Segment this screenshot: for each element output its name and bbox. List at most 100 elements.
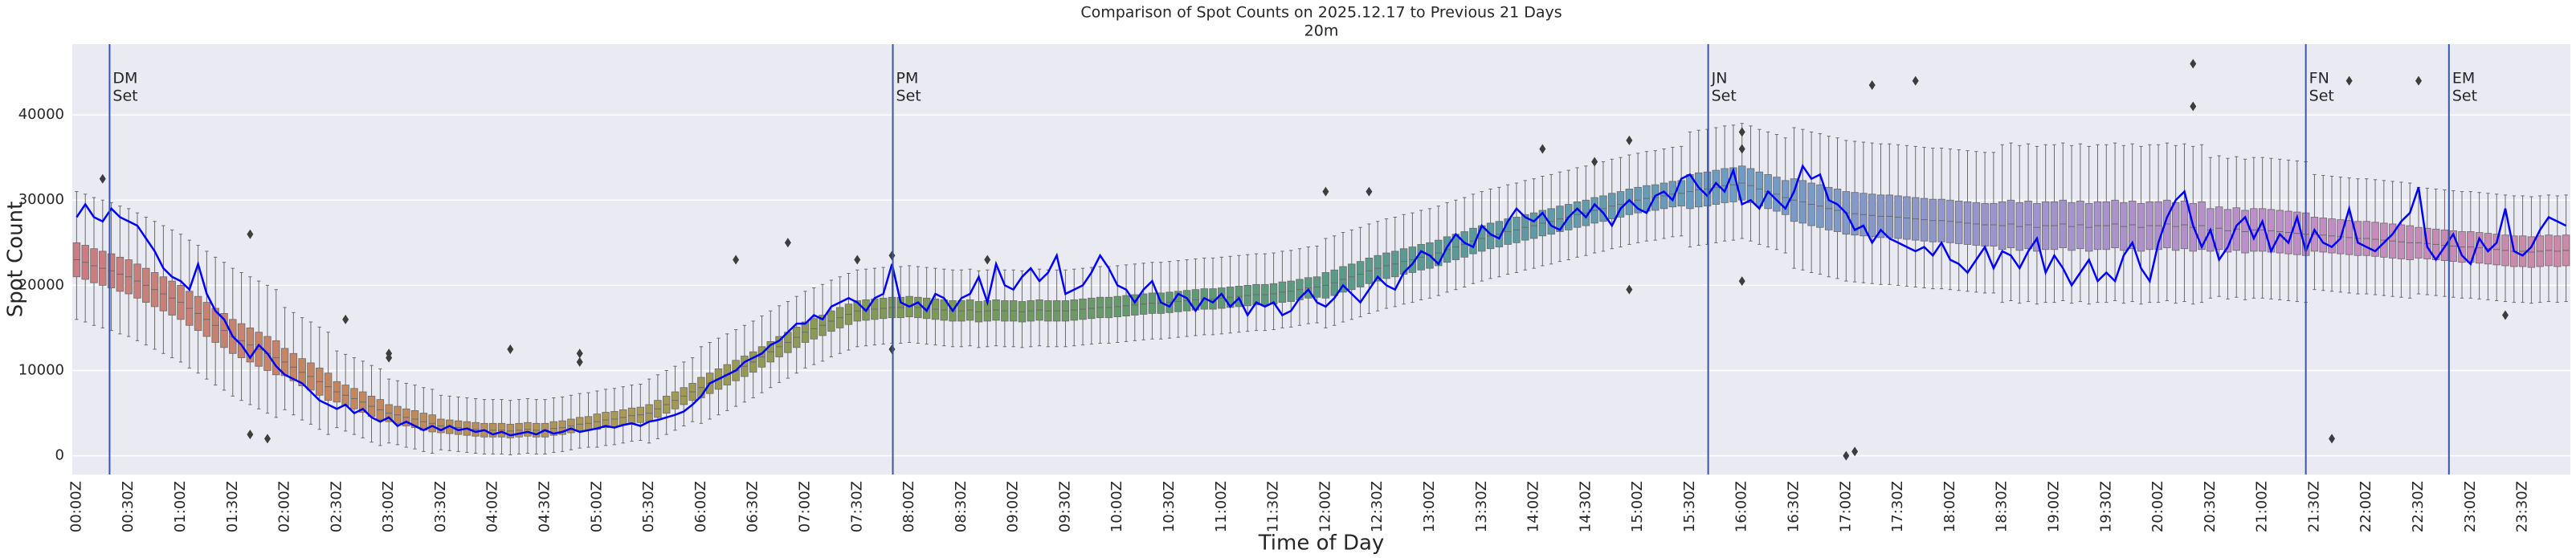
- flier: [984, 255, 991, 265]
- x-tick-label: 16:00Z: [1733, 481, 1750, 532]
- annotation-label: JN: [1711, 70, 1728, 88]
- x-tick-label: 09:00Z: [1005, 481, 1022, 532]
- x-tick-label: 03:00Z: [380, 481, 397, 532]
- flier: [1738, 276, 1745, 287]
- flier: [247, 229, 254, 239]
- flier: [1626, 135, 1633, 145]
- x-tick-label: 11:30Z: [1265, 481, 1282, 532]
- y-tick-label: 40000: [18, 106, 64, 123]
- flier: [576, 356, 583, 367]
- flier: [2502, 310, 2509, 320]
- plot-background: [72, 44, 2570, 475]
- x-tick-label: 08:00Z: [900, 481, 917, 532]
- annotation-label: DM: [112, 70, 137, 88]
- x-tick-label: 12:30Z: [1369, 481, 1386, 532]
- x-axis-title: Time of Day: [1258, 532, 1385, 556]
- x-tick-label: 10:30Z: [1161, 481, 1178, 532]
- flier: [733, 255, 740, 265]
- flier: [1322, 186, 1329, 197]
- x-tick-label: 18:00Z: [1941, 481, 1958, 532]
- flier: [1626, 284, 1633, 295]
- flier: [2190, 101, 2197, 112]
- x-tick-label: 04:30Z: [537, 481, 553, 532]
- flier: [1539, 144, 1546, 154]
- y-tick-label: 20000: [18, 276, 64, 293]
- flier: [1843, 450, 1850, 461]
- x-tick-label: 18:30Z: [1994, 481, 2011, 532]
- x-tick-label: 02:30Z: [328, 481, 345, 532]
- x-tick-label: 22:30Z: [2410, 481, 2427, 532]
- y-tick-label: 10000: [18, 362, 64, 379]
- x-tick-label: 15:30Z: [1681, 481, 1698, 532]
- chart-subtitle: 20m: [1304, 22, 1339, 40]
- x-tick-label: 00:30Z: [120, 481, 137, 532]
- flier: [854, 255, 861, 265]
- x-tick-label: 01:30Z: [224, 481, 241, 532]
- flier: [386, 352, 393, 363]
- x-tick-label: 12:00Z: [1317, 481, 1333, 532]
- x-tick-label: 23:00Z: [2462, 481, 2479, 532]
- annotation-label: Set: [2309, 88, 2334, 105]
- x-tick-label: 01:00Z: [172, 481, 189, 532]
- x-tick-label: 07:30Z: [848, 481, 865, 532]
- annotation-label: Set: [112, 88, 137, 105]
- flier: [1591, 157, 1598, 167]
- x-tick-label: 17:30Z: [1889, 481, 1906, 532]
- x-tick-label: 06:00Z: [692, 481, 709, 532]
- x-tick-label: 20:30Z: [2202, 481, 2219, 532]
- x-tick-label: 13:30Z: [1473, 481, 1490, 532]
- y-tick-label: 30000: [18, 191, 64, 208]
- x-tick-label: 23:30Z: [2514, 481, 2531, 532]
- flier: [1868, 79, 1876, 90]
- annotation-label: PM: [896, 70, 919, 88]
- x-tick-label: 14:00Z: [1525, 481, 1542, 532]
- x-tick-label: 20:00Z: [2149, 481, 2166, 532]
- x-tick-label: 05:30Z: [640, 481, 657, 532]
- x-tick-label: 11:00Z: [1213, 481, 1230, 532]
- flier: [247, 430, 254, 440]
- annotation-label: Set: [2452, 88, 2477, 105]
- x-tick-label: 06:30Z: [745, 481, 761, 532]
- flier: [1738, 144, 1745, 154]
- x-tick-label: 21:30Z: [2305, 481, 2322, 532]
- flier: [342, 314, 349, 324]
- y-tick-label: 0: [55, 447, 64, 464]
- x-tick-label: 00:00Z: [67, 481, 84, 532]
- x-tick-label: 17:00Z: [1837, 481, 1854, 532]
- annotation-label: FN: [2309, 70, 2329, 88]
- annotation-label: Set: [896, 88, 921, 105]
- x-tick-label: 03:30Z: [432, 481, 449, 532]
- flier: [99, 173, 106, 184]
- annotation-label: EM: [2452, 70, 2475, 88]
- x-tick-label: 13:00Z: [1421, 481, 1438, 532]
- flier: [576, 348, 583, 359]
- x-tick-label: 22:00Z: [2358, 481, 2374, 532]
- y-axis-title: Spot Count: [4, 202, 28, 318]
- flier: [1912, 75, 1919, 86]
- x-tick-label: 19:00Z: [2045, 481, 2062, 532]
- x-tick-label: 07:00Z: [796, 481, 813, 532]
- flier: [784, 238, 791, 248]
- chart-title: Comparison of Spot Counts on 2025.12.17 …: [1080, 4, 1562, 22]
- flier: [1366, 186, 1373, 197]
- flier: [2190, 59, 2197, 69]
- x-tick-label: 15:00Z: [1629, 481, 1646, 532]
- x-tick-label: 02:00Z: [276, 481, 293, 532]
- x-tick-label: 08:30Z: [953, 481, 970, 532]
- x-tick-label: 19:30Z: [2097, 481, 2114, 532]
- x-tick-label: 04:00Z: [484, 481, 501, 532]
- flier: [1738, 127, 1745, 137]
- flier: [1851, 446, 1859, 457]
- x-tick-label: 05:00Z: [588, 481, 605, 532]
- x-tick-label: 09:30Z: [1056, 481, 1073, 532]
- flier: [2329, 434, 2336, 444]
- flier: [263, 434, 271, 444]
- flier: [2415, 75, 2423, 86]
- annotation-label: Set: [1712, 88, 1737, 105]
- flier: [2345, 75, 2353, 86]
- x-tick-label: 10:00Z: [1108, 481, 1125, 532]
- x-tick-label: 14:30Z: [1577, 481, 1594, 532]
- x-tick-label: 21:00Z: [2254, 481, 2271, 532]
- x-tick-label: 16:30Z: [1786, 481, 1802, 532]
